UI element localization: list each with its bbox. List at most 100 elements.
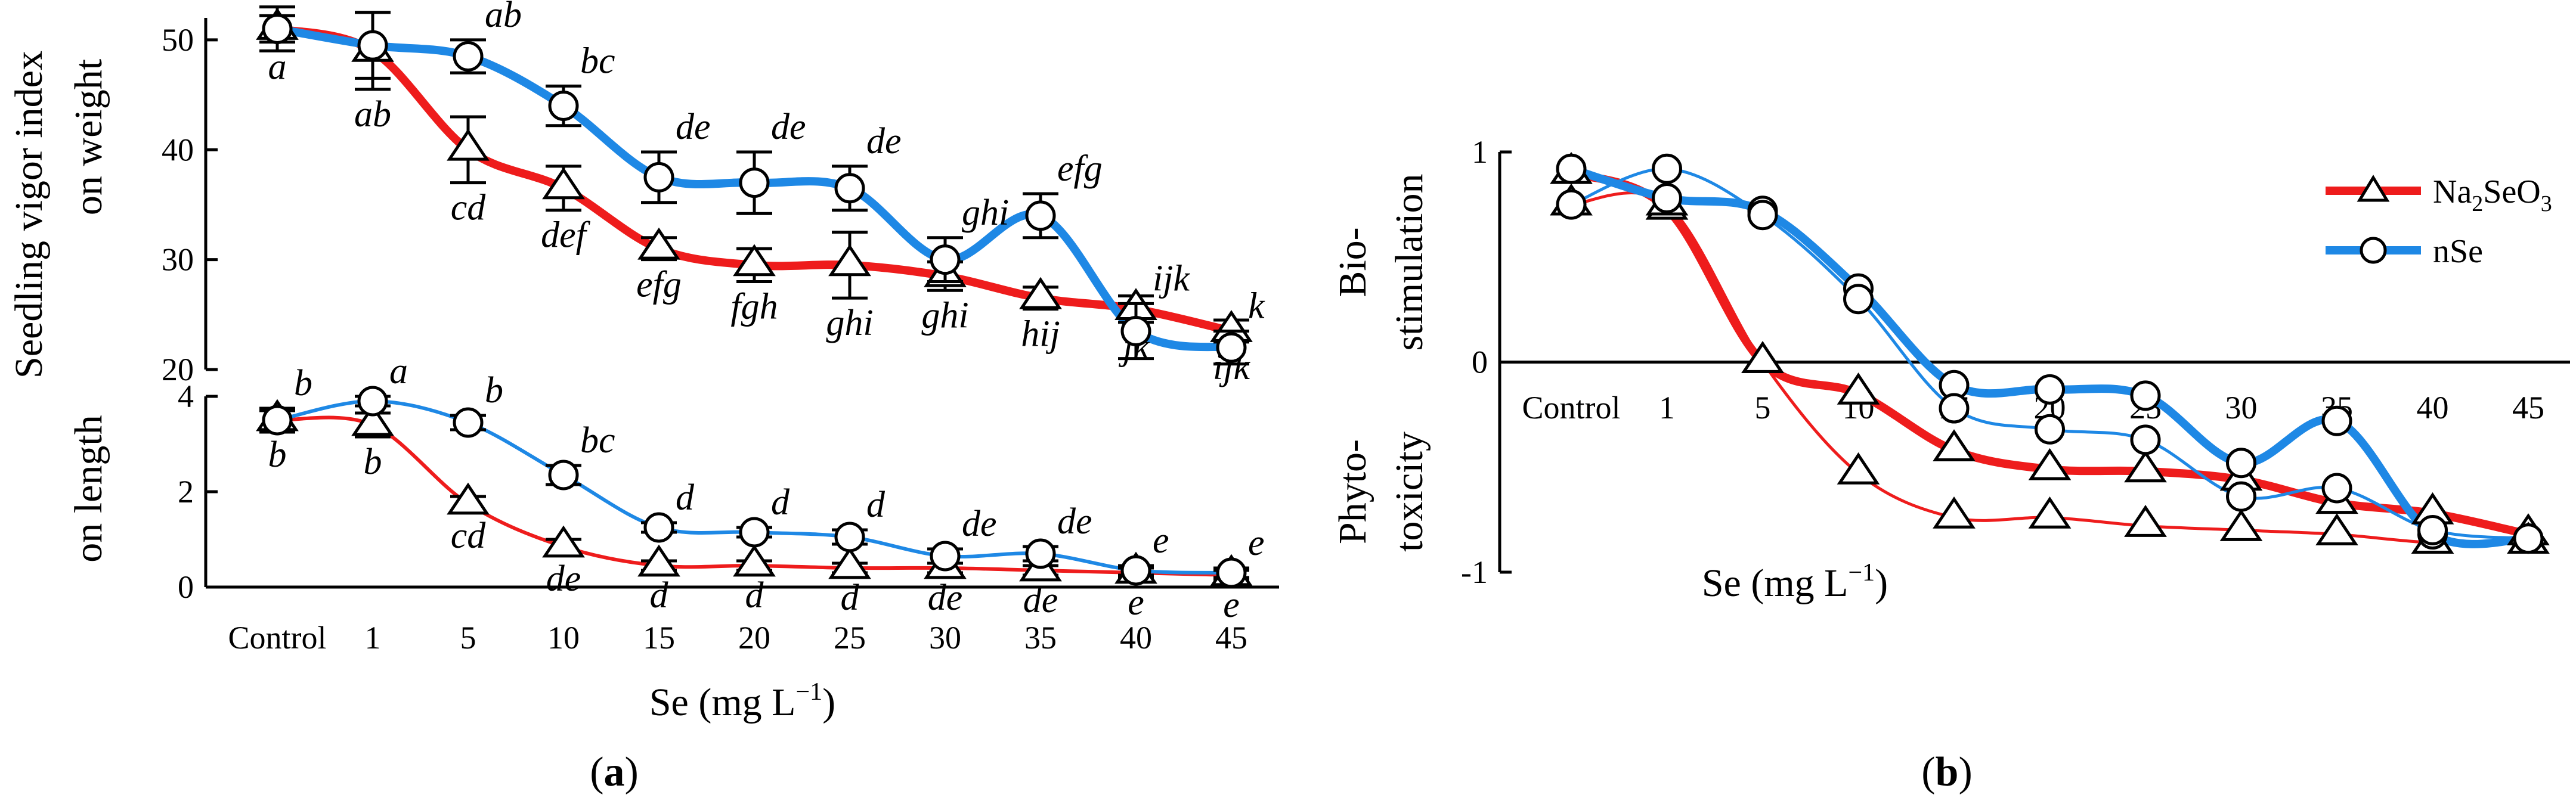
- triangle-marker: [1837, 452, 1880, 485]
- significance-letter: def: [541, 215, 591, 256]
- circle-marker: [2321, 405, 2352, 436]
- panel-b: -101Control151015202530354045 Bio- stimu…: [1331, 134, 2570, 795]
- x-tick-label: 45: [2512, 390, 2544, 426]
- triangle-marker: [2028, 448, 2072, 480]
- weight-line-na2seo3: [273, 24, 1236, 336]
- circle-marker: [643, 162, 674, 193]
- circle-marker: [1025, 538, 1056, 569]
- triangle-marker: [447, 128, 490, 161]
- significance-letter: a: [389, 351, 408, 392]
- significance-letter: b: [268, 434, 287, 475]
- significance-letter: a: [294, 0, 312, 2]
- legend-circle-marker: [2360, 237, 2387, 264]
- circle-marker: [2130, 380, 2161, 411]
- ylabel-phyto-line1: Phyto-: [1331, 439, 1374, 544]
- significance-letter: de: [771, 107, 806, 147]
- circle-marker: [1025, 200, 1056, 231]
- significance-letter: efg: [636, 265, 682, 305]
- significance-letter: ghi: [826, 303, 873, 343]
- x-tick-label: Control: [1522, 390, 1620, 426]
- significance-letter: cd: [451, 188, 487, 228]
- triangle-marker: [1019, 277, 1062, 309]
- legend-item-na2seo3: Na2SeO3: [2326, 173, 2552, 216]
- significance-letter: de: [866, 121, 902, 162]
- triangle-marker: [637, 227, 680, 260]
- triangle-marker: [828, 244, 871, 277]
- x-axis-label-b: Se (mg L−1): [1702, 559, 1888, 605]
- significance-letter: b: [485, 370, 503, 411]
- significance-letter: k: [1248, 285, 1265, 326]
- significance-letter: ab: [354, 94, 391, 135]
- circle-marker: [1939, 393, 1970, 424]
- significance-letter: a: [268, 47, 287, 88]
- x-tick-label: 30: [929, 620, 961, 656]
- circle-marker: [1652, 183, 1682, 214]
- circle-marker: [357, 30, 388, 61]
- significance-letter: de: [1023, 580, 1058, 620]
- x-tick-label: 40: [2417, 390, 2449, 426]
- triangle-marker: [1933, 429, 1976, 461]
- triangle-marker: [2028, 496, 2072, 529]
- triangle-marker: [828, 547, 871, 579]
- x-tick-label: 20: [738, 620, 770, 656]
- significance-letter: bc: [580, 41, 615, 81]
- significance-letter: efg: [1057, 148, 1103, 189]
- x-tick-label: 45: [1215, 620, 1247, 656]
- panel-label-a: (a): [590, 749, 639, 795]
- x-tick-label: 30: [2225, 390, 2258, 426]
- legend-triangle-marker: [2357, 175, 2390, 202]
- series-line-triangle: [1567, 169, 2532, 539]
- triangle-marker: [2124, 505, 2167, 537]
- triangle-marker: [447, 482, 490, 515]
- circle-marker: [930, 244, 961, 275]
- circle-marker: [1216, 557, 1247, 588]
- x-tick-label: 5: [460, 620, 476, 656]
- triangle-marker: [2124, 450, 2167, 483]
- circle-marker: [453, 407, 484, 438]
- circle-marker: [1652, 153, 1682, 184]
- circle-marker: [453, 41, 484, 72]
- circle-marker: [2130, 424, 2161, 455]
- circle-marker: [1747, 200, 1778, 231]
- circle-marker: [1120, 315, 1151, 346]
- x-tick-label: 5: [1755, 390, 1771, 426]
- y-tick-label: 30: [162, 242, 194, 278]
- ylabel-bio-line2: stimulation: [1388, 174, 1431, 351]
- triangle-marker: [351, 404, 394, 436]
- ylabel-bio-line1: Bio-: [1331, 227, 1374, 297]
- panel-a: 20304050aabcddefefgfghghighihijjkijkaaab…: [7, 0, 1279, 795]
- panel-b-axis-labels: Bio- stimulation Phyto- toxicity Se (mg …: [1331, 174, 1973, 796]
- significance-letter: de: [1057, 501, 1092, 542]
- triangle-marker: [637, 544, 680, 577]
- circle-marker: [262, 13, 293, 44]
- legend: Na2SeO3 nSe: [2326, 173, 2552, 270]
- significance-letter: ab: [485, 0, 522, 35]
- panel-label-b: (b): [1921, 749, 1973, 795]
- circle-marker: [262, 405, 293, 436]
- significance-letter: bc: [580, 420, 615, 461]
- significance-letter: d: [676, 477, 695, 518]
- circle-marker: [357, 386, 388, 417]
- x-tick-label: 25: [834, 620, 866, 656]
- circle-marker: [2321, 473, 2352, 504]
- triangle-marker: [542, 525, 585, 558]
- circle-marker: [2226, 448, 2256, 479]
- significance-letter: cd: [451, 516, 487, 556]
- circle-marker: [739, 517, 770, 548]
- significance-letter: d: [745, 575, 764, 616]
- x-tick-label: 1: [365, 620, 381, 656]
- circle-marker: [548, 91, 579, 121]
- y-tick-label: 20: [162, 352, 194, 387]
- significance-letter: de: [928, 578, 963, 618]
- y-tick-label: 40: [162, 132, 194, 167]
- triangle-marker: [1741, 341, 1784, 373]
- significance-letter: de: [676, 107, 711, 147]
- significance-letter: ijk: [1153, 258, 1190, 299]
- x-tick-label: 1: [1659, 390, 1675, 426]
- circle-marker: [739, 167, 770, 198]
- circle-marker: [2417, 515, 2448, 545]
- x-tick-label: 10: [547, 620, 580, 656]
- circle-marker: [2035, 374, 2065, 405]
